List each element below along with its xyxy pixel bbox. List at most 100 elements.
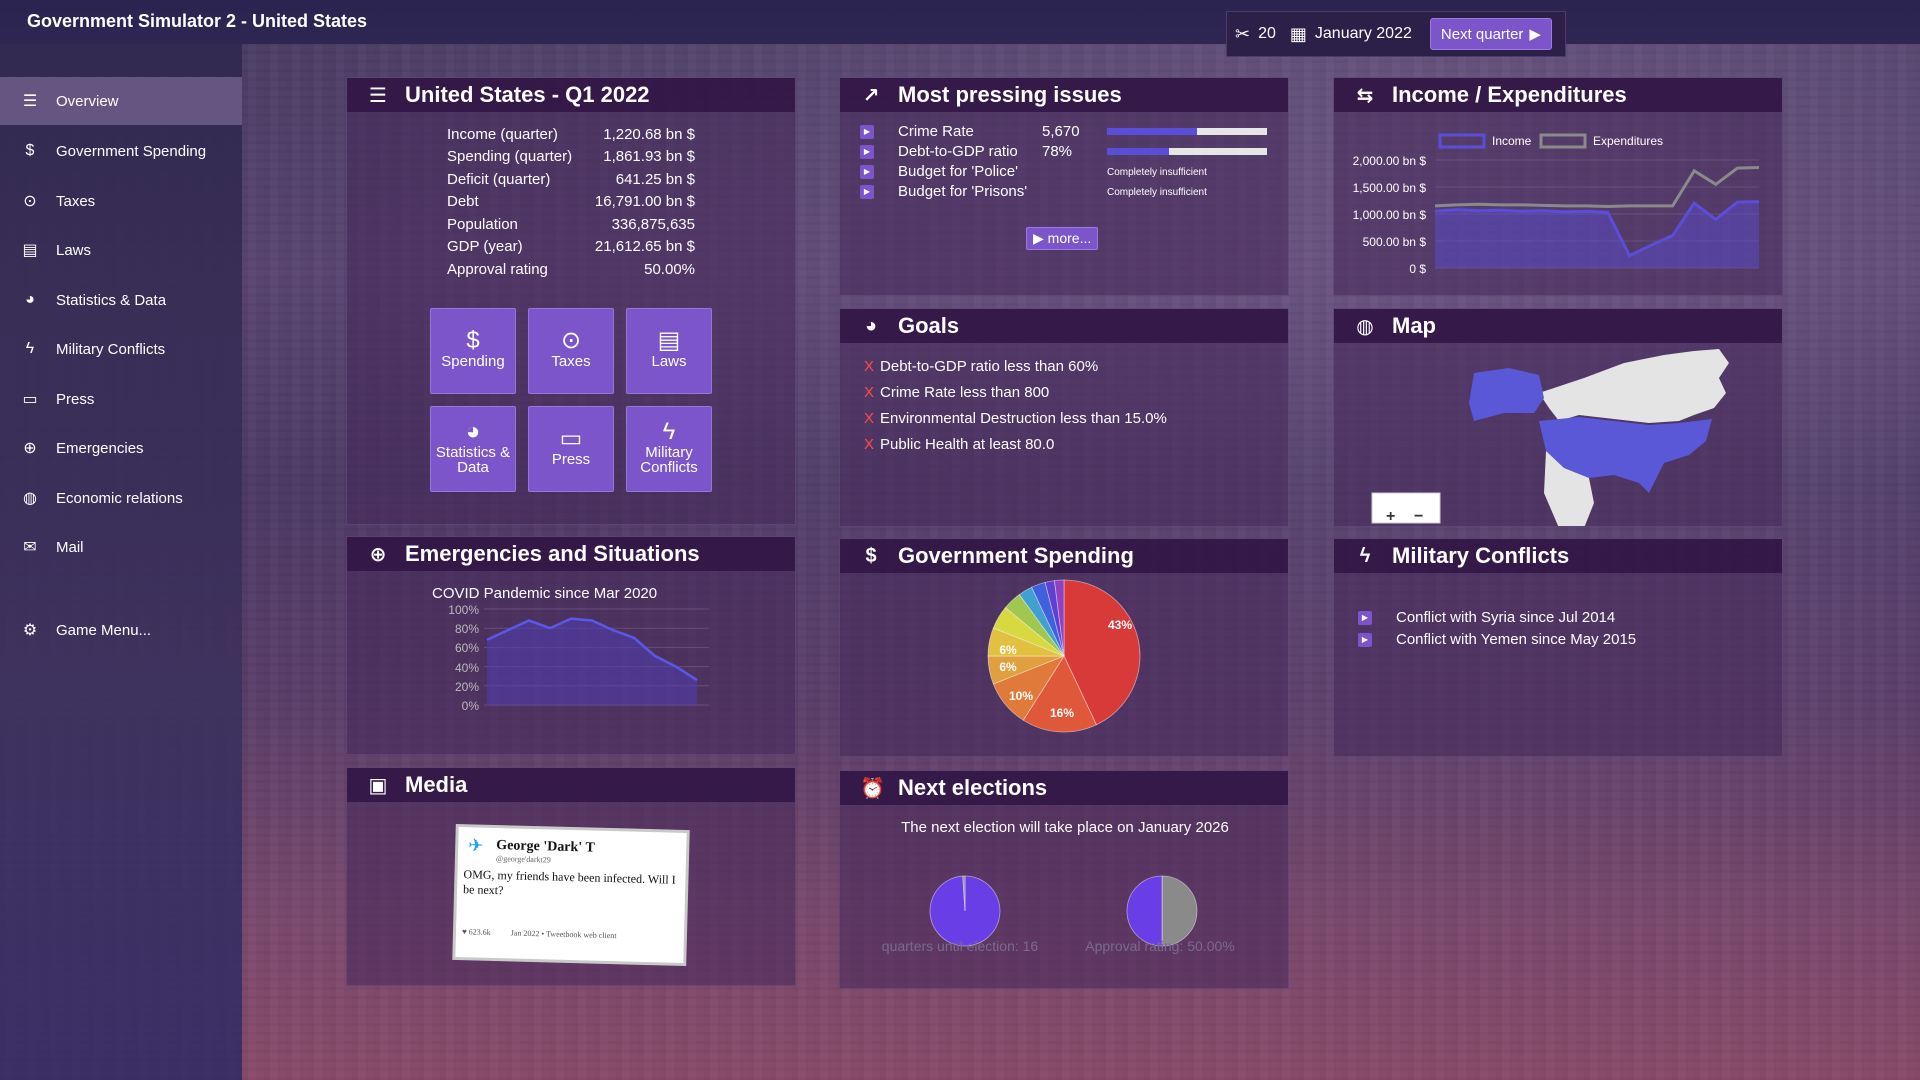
app-title: Government Simulator 2 - United States xyxy=(27,11,368,31)
conflict-item[interactable]: ▶ Conflict with Yemen since May 2015 xyxy=(1358,631,1636,648)
approval-slice xyxy=(1161,875,1198,947)
y-tick: 500.00 bn $ xyxy=(1363,235,1427,249)
approval-rating-label: Approval rating: 50.00% xyxy=(1085,938,1235,954)
stat-value: 1,861.93 bn $ xyxy=(603,148,695,166)
gear-icon: ⚙ xyxy=(22,622,38,639)
tweet-likes: ♥ 623.6k xyxy=(461,927,491,937)
sidebar-item-statistics[interactable]: ◕ Statistics & Data xyxy=(0,276,242,324)
play-icon: ▶ xyxy=(860,164,874,179)
world-map[interactable]: + − xyxy=(1334,343,1783,527)
crosshair-icon: ⊕ xyxy=(23,440,37,457)
goal-item: X Public Health at least 80.0 xyxy=(864,436,1054,453)
stat-value: 16,791.00 bn $ xyxy=(594,193,695,211)
conflict-item[interactable]: ▶ Conflict with Syria since Jul 2014 xyxy=(1358,609,1615,626)
sidebar-item-label: Military Conflicts xyxy=(56,340,166,358)
conflict-label: Conflict with Syria since Jul 2014 xyxy=(1396,609,1616,626)
ledger-icon: ☰ xyxy=(22,93,38,110)
dollar-icon: $ xyxy=(865,544,877,567)
tile-statistics[interactable]: ◕ Statistics & Data xyxy=(430,406,516,492)
issue-label: Crime Rate xyxy=(898,123,974,140)
bird-icon: ✈ xyxy=(468,835,484,856)
fail-icon: X xyxy=(864,436,875,453)
issue-row[interactable]: ▶ Budget for 'Police' xyxy=(860,163,1018,180)
sidebar-item-economic-relations[interactable]: ◍ Economic relations xyxy=(0,474,242,522)
spending-slice xyxy=(1063,579,1141,726)
sidebar-item-military-conflicts[interactable]: ϟ Military Conflicts xyxy=(0,325,242,373)
issue-label: Budget for 'Prisons' xyxy=(898,183,1028,200)
newspaper-icon: ▭ xyxy=(559,425,583,452)
tile-taxes[interactable]: ⊙ Taxes xyxy=(528,308,614,394)
dollar-icon: $ xyxy=(466,327,480,354)
sidebar-item-government-spending[interactable]: $ Government Spending xyxy=(0,127,242,175)
goals-panel: ◕ Goals X Debt-to-GDP ratio less than 60%… xyxy=(839,308,1289,527)
pie-icon: ◕ xyxy=(465,417,481,445)
y-tick: 20% xyxy=(455,680,479,694)
issue-value: 78% xyxy=(1042,143,1073,160)
sidebar-item-press[interactable]: ▭ Press xyxy=(0,375,242,423)
income-area xyxy=(1435,201,1759,268)
slice-label: 10% xyxy=(1009,689,1033,703)
stat-label: Spending (quarter) xyxy=(447,148,573,166)
more-label: more... xyxy=(1047,230,1092,246)
sidebar-item-taxes[interactable]: ⊙ Taxes xyxy=(0,177,242,225)
tile-spending[interactable]: $ Spending xyxy=(430,308,516,394)
income-panel: ⇆ Income / Expenditures Income Expenditu… xyxy=(1333,77,1783,296)
y-tick: 0% xyxy=(462,699,480,713)
play-icon: ▶ xyxy=(1358,610,1372,625)
tile-military-conflicts[interactable]: ϟ Military Conflicts xyxy=(626,406,712,492)
zoom-in-button[interactable]: + xyxy=(1386,508,1395,525)
next-quarter-button[interactable]: Next quarter ▶ xyxy=(1429,18,1552,50)
stat-label: Income (quarter) xyxy=(447,125,558,143)
issue-value: 5,670 xyxy=(1042,123,1080,140)
stat-value: 50.00% xyxy=(644,260,695,278)
sidebar-item-game-menu[interactable]: ⚙ Game Menu... xyxy=(0,606,242,654)
date-value: January 2022 xyxy=(1314,25,1412,42)
sidebar-item-laws[interactable]: ▤ Laws xyxy=(0,226,242,274)
sidebar: ☰ Overview $ Government Spending ⊙ Taxes… xyxy=(0,44,242,1080)
y-tick: 80% xyxy=(455,622,479,636)
emergencies-header: ⊕ Emergencies and Situations xyxy=(347,537,795,571)
zoom-control xyxy=(1371,492,1441,524)
usa-shape xyxy=(1539,417,1712,493)
prisons-budget-note: Completely insufficient xyxy=(1107,187,1207,198)
coin-icon: ⊙ xyxy=(23,193,37,210)
media-header: ▣ Media xyxy=(347,768,795,802)
bar-fill xyxy=(1107,128,1197,135)
stat-row: Population 336,875,635 xyxy=(447,213,695,236)
sidebar-item-emergencies[interactable]: ⊕ Emergencies xyxy=(0,424,242,472)
map-panel: ◍ Map + − xyxy=(1333,308,1783,527)
tile-laws[interactable]: ▤ Laws xyxy=(626,308,712,394)
tweet-meta: Jan 2022 • Tweetbook web client xyxy=(510,928,617,941)
play-icon: ▶ xyxy=(1033,230,1044,246)
y-tick: 1,000.00 bn $ xyxy=(1353,208,1427,222)
issue-row[interactable]: ▶ Budget for 'Prisons' xyxy=(860,183,1027,200)
y-tick: 2,000.00 bn $ xyxy=(1353,154,1427,168)
spending-panel: $ Government Spending 43% 16% 10% 6% 6% xyxy=(839,538,1289,757)
overview-header: ☰ United States - Q1 2022 xyxy=(347,78,795,112)
legend-expenditures-label: Expenditures xyxy=(1593,134,1663,148)
map-header: ◍ Map xyxy=(1334,309,1782,343)
sidebar-item-mail[interactable]: ✉ Mail xyxy=(0,523,242,571)
approval-slice xyxy=(1126,875,1163,947)
issue-label: Debt-to-GDP ratio xyxy=(898,143,1018,160)
tweet-card[interactable]: ✈ George 'Dark' T @george'darkt29 OMG, m… xyxy=(455,827,687,963)
emergency-subtitle: COVID Pandemic since Mar 2020 xyxy=(432,585,658,602)
globe-icon: ◍ xyxy=(1356,315,1374,338)
play-icon: ▶ xyxy=(860,144,874,159)
slice-label: 16% xyxy=(1050,706,1074,720)
issue-row[interactable]: ▶ Debt-to-GDP ratio 78% xyxy=(860,143,1072,160)
more-issues-button[interactable]: ▶ more... xyxy=(1026,227,1099,250)
sidebar-item-overview[interactable]: ☰ Overview xyxy=(0,77,242,125)
calendar-icon: ▦ xyxy=(1289,23,1307,44)
bolt-icon: ϟ xyxy=(25,340,35,357)
stat-value: 21,612.65 bn $ xyxy=(594,238,695,256)
overview-title: United States - Q1 2022 xyxy=(405,82,650,107)
bolt-icon: ϟ xyxy=(1359,544,1371,567)
tile-press[interactable]: ▭ Press xyxy=(528,406,614,492)
sidebar-item-label: Press xyxy=(56,390,95,408)
sidebar-item-label: Game Menu... xyxy=(56,621,152,639)
zoom-out-button[interactable]: − xyxy=(1414,508,1423,525)
income-header: ⇆ Income / Expenditures xyxy=(1334,78,1782,112)
issue-row[interactable]: ▶ Crime Rate 5,670 xyxy=(860,123,1080,140)
stat-label: Deficit (quarter) xyxy=(447,170,551,188)
